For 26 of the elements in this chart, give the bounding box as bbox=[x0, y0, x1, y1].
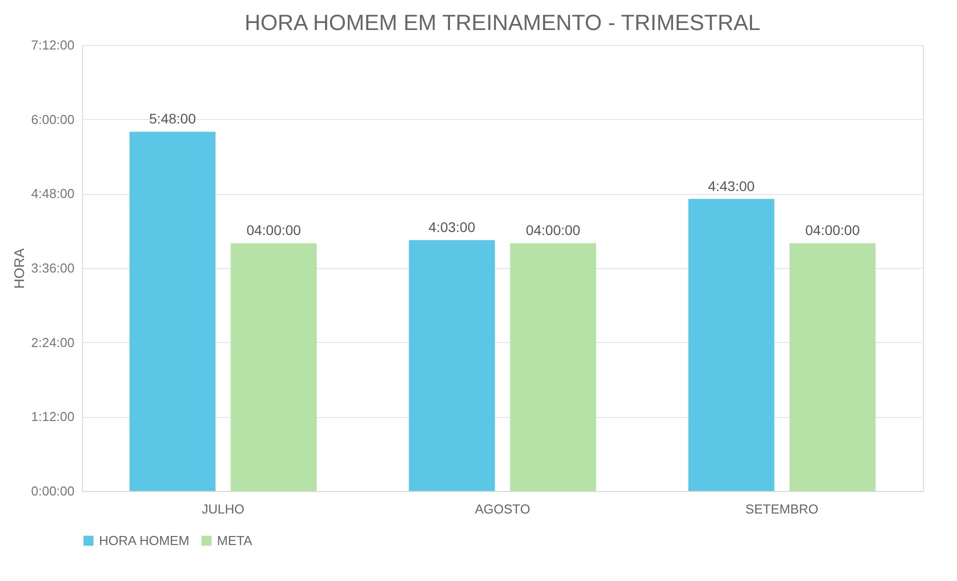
y-tick-label: 7:12:00 bbox=[31, 38, 74, 52]
x-tick-label: JULHO bbox=[202, 502, 244, 516]
bar bbox=[408, 240, 495, 491]
x-tick-label: SETEMBRO bbox=[745, 502, 818, 516]
bar bbox=[230, 243, 317, 491]
data-label: 04:00:00 bbox=[246, 222, 302, 238]
bar bbox=[789, 243, 876, 491]
y-tick-label: 4:48:00 bbox=[31, 186, 74, 202]
y-tick-label: 1:12:00 bbox=[31, 409, 74, 424]
data-label: 4:03:00 bbox=[428, 219, 476, 236]
legend-label: META bbox=[217, 532, 252, 548]
chart-title: HORA HOMEM EM TREINAMENTO - TRIMESTRAL bbox=[244, 10, 760, 35]
data-label: 04:00:00 bbox=[805, 222, 860, 238]
bar bbox=[130, 132, 216, 491]
y-tick-label: 3:36:00 bbox=[31, 260, 74, 276]
bar bbox=[510, 243, 596, 491]
y-tick-label: 2:24:00 bbox=[31, 334, 74, 350]
data-label: 5:48:00 bbox=[149, 110, 196, 127]
bar bbox=[688, 198, 774, 491]
legend-label: HORA HOMEM bbox=[99, 532, 190, 548]
y-tick-label: 0:00:00 bbox=[31, 484, 74, 498]
y-axis-title: HORA bbox=[11, 248, 28, 289]
data-label: 04:00:00 bbox=[526, 222, 581, 238]
y-tick-label: 6:00:00 bbox=[31, 112, 74, 127]
data-label: 4:43:00 bbox=[708, 178, 755, 194]
x-tick-label: AGOSTO bbox=[474, 502, 530, 516]
